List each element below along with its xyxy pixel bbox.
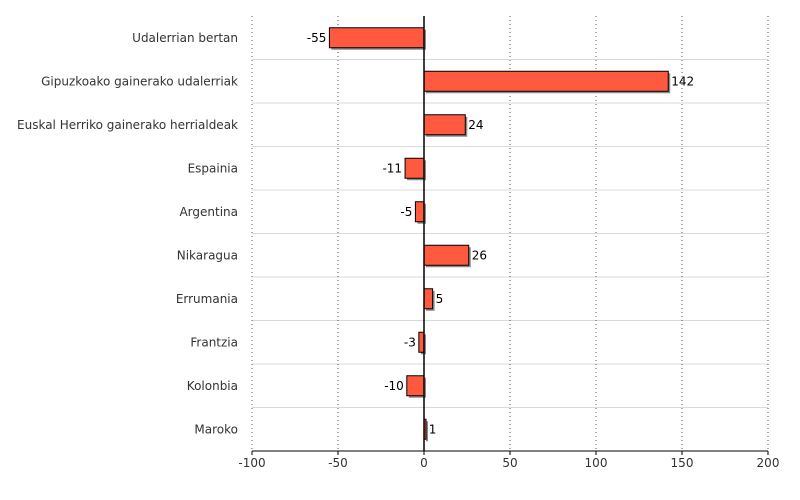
category-label: Kolonbia	[187, 379, 238, 393]
bar	[418, 331, 425, 353]
bar	[414, 201, 425, 223]
data-label: -11	[382, 161, 402, 175]
x-tick-label: 0	[420, 456, 428, 470]
x-tick-label: 200	[757, 456, 780, 470]
data-label: -55	[307, 31, 327, 45]
data-label: 142	[671, 74, 694, 88]
bar	[423, 70, 669, 92]
data-label: -10	[384, 379, 404, 393]
category-label: Nikaragua	[177, 248, 238, 262]
data-label: 1	[429, 422, 437, 436]
category-label: Errumania	[176, 292, 238, 306]
x-tick-label: 50	[502, 456, 517, 470]
data-label: -5	[400, 205, 412, 219]
bar	[423, 114, 466, 136]
x-tick-label: 100	[585, 456, 608, 470]
category-label: Gipuzkoako gainerako udalerriak	[41, 74, 238, 88]
data-label: -3	[404, 335, 416, 349]
x-tick-label: 150	[671, 456, 694, 470]
bar	[423, 244, 470, 266]
category-label: Maroko	[194, 422, 238, 436]
category-label: Udalerrian bertan	[132, 31, 238, 45]
category-label: Espainia	[188, 161, 238, 175]
bar-shadow	[426, 421, 428, 442]
x-tick-label: -50	[328, 456, 348, 470]
bar	[404, 157, 425, 179]
bars	[328, 27, 671, 442]
bar	[406, 375, 425, 397]
data-label: 24	[468, 118, 483, 132]
category-label: Frantzia	[190, 335, 238, 349]
data-label: 5	[436, 292, 444, 306]
data-label: 26	[472, 248, 487, 262]
x-tick-label: -100	[238, 456, 265, 470]
bar	[328, 27, 425, 49]
axes	[251, 16, 769, 455]
category-label: Argentina	[179, 205, 238, 219]
category-label: Euskal Herriko gainerako herrialdeak	[17, 118, 238, 132]
bar	[423, 288, 434, 310]
